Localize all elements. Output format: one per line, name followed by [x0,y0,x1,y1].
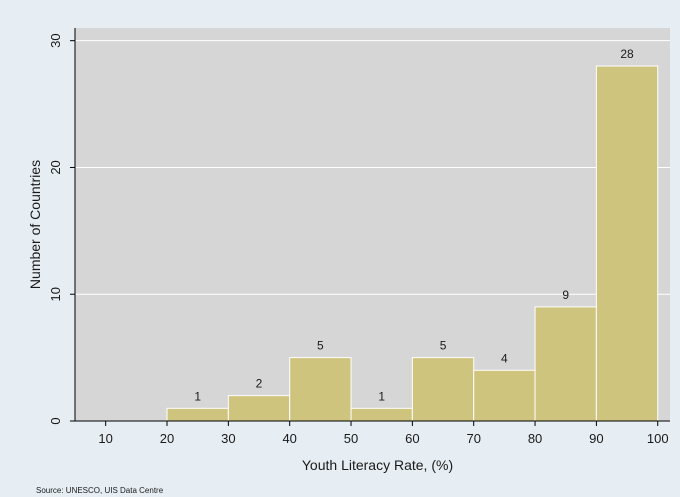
source-note: Source: UNESCO, UIS Data Centre [36,486,164,495]
bar-value-label: 2 [256,377,263,391]
x-tick-label: 40 [282,431,296,446]
histogram-bar [166,407,229,422]
x-tick-label: 50 [344,431,358,446]
histogram-bar [473,369,536,422]
x-tick-label: 10 [98,431,112,446]
gridlines [75,40,670,295]
y-axis-title: Number of Countries [27,160,43,289]
histogram-bar [350,407,413,422]
histogram-bar [227,395,291,422]
x-tick-label: 100 [647,431,669,446]
bar-value-label: 5 [317,339,324,353]
x-tick-label: 30 [221,431,235,446]
y-tick-label: 20 [48,160,63,174]
x-tick-label: 60 [405,431,419,446]
x-tick-label: 80 [528,431,542,446]
bar-value-label: 1 [194,389,201,403]
x-tick-label: 90 [589,431,603,446]
data-labels: 1 2 5 1 5 4 9 28 [194,47,634,403]
axes: 10 20 30 40 50 60 70 80 90 100 0 10 20 30 [48,28,670,446]
y-tick-label: 0 [48,417,63,424]
x-axis-title: Youth Literacy Rate, (%) [302,457,453,473]
bar-value-label: 28 [620,47,634,61]
histogram-bar [289,357,352,422]
x-tick-label: 20 [160,431,174,446]
y-tick-label: 10 [48,287,63,301]
x-tick-label: 70 [466,431,480,446]
histogram-bar [595,65,659,422]
histogram-bar [534,306,597,422]
bar-value-label: 4 [501,351,508,365]
bar-value-label: 9 [562,288,569,302]
bar-value-label: 5 [440,339,447,353]
bar-value-label: 1 [378,389,385,403]
histogram-bar [411,357,475,422]
y-tick-label: 30 [48,33,63,47]
